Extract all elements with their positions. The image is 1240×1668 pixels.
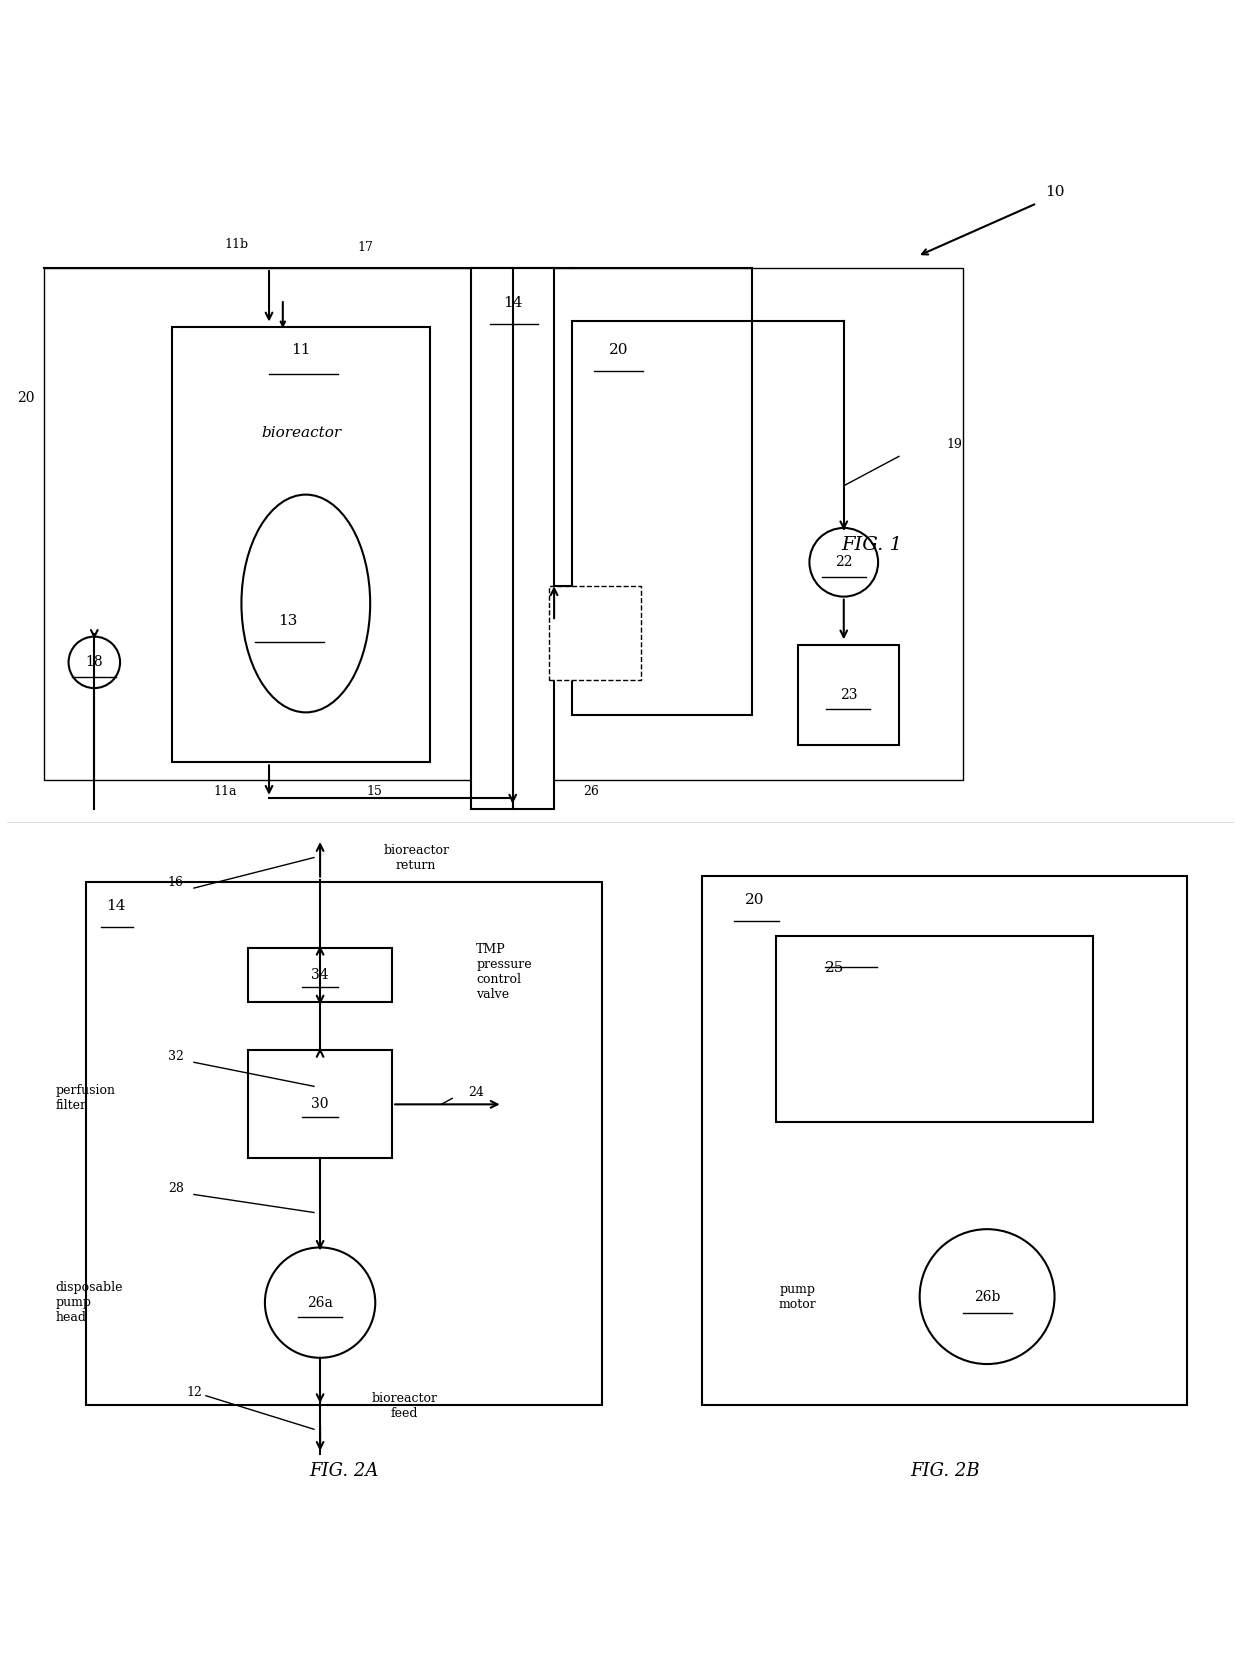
Text: 20: 20 [745, 892, 765, 907]
Text: 25: 25 [826, 961, 844, 974]
Text: 12: 12 [186, 1386, 202, 1399]
Text: bioreactor: bioreactor [262, 425, 341, 440]
Text: bioreactor
return: bioreactor return [383, 844, 449, 872]
FancyBboxPatch shape [172, 327, 430, 762]
Text: 18: 18 [86, 656, 103, 669]
FancyBboxPatch shape [86, 882, 603, 1404]
FancyBboxPatch shape [702, 876, 1188, 1404]
Text: 32: 32 [167, 1049, 184, 1063]
Text: 19: 19 [946, 439, 962, 450]
Text: 13: 13 [278, 614, 298, 629]
Text: 24: 24 [469, 1086, 485, 1099]
Text: 17: 17 [357, 240, 373, 254]
Text: FIG. 2A: FIG. 2A [310, 1461, 378, 1480]
Text: perfusion
filter: perfusion filter [56, 1084, 115, 1113]
Text: 15: 15 [367, 786, 383, 799]
FancyBboxPatch shape [248, 947, 392, 1002]
FancyBboxPatch shape [43, 269, 963, 781]
Text: pump
motor: pump motor [779, 1283, 816, 1311]
Text: 11: 11 [291, 344, 311, 357]
Text: 30: 30 [311, 1098, 329, 1111]
Text: 11b: 11b [224, 239, 249, 250]
Text: 26b: 26b [973, 1289, 1001, 1304]
Text: 34: 34 [311, 967, 329, 982]
FancyBboxPatch shape [573, 320, 751, 716]
FancyBboxPatch shape [248, 1051, 392, 1159]
Text: disposable
pump
head: disposable pump head [56, 1281, 123, 1324]
Text: 11a: 11a [213, 786, 237, 799]
Text: 10: 10 [1045, 185, 1065, 198]
Text: 14: 14 [107, 899, 125, 912]
Text: 16: 16 [167, 876, 184, 889]
FancyBboxPatch shape [776, 936, 1092, 1123]
Text: 22: 22 [835, 555, 853, 569]
Text: 20: 20 [16, 390, 33, 405]
Text: bioreactor
feed: bioreactor feed [371, 1391, 438, 1419]
Text: 28: 28 [167, 1183, 184, 1194]
FancyBboxPatch shape [471, 269, 554, 809]
Text: 26a: 26a [308, 1296, 334, 1309]
Text: FIG. 1: FIG. 1 [841, 535, 901, 554]
Text: 14: 14 [503, 297, 522, 310]
Text: 20: 20 [609, 344, 629, 357]
Text: TMP
pressure
control
valve: TMP pressure control valve [476, 942, 532, 1001]
Text: 23: 23 [839, 687, 857, 702]
FancyBboxPatch shape [549, 585, 641, 681]
Text: FIG. 2B: FIG. 2B [910, 1461, 980, 1480]
FancyBboxPatch shape [797, 646, 899, 744]
Text: 26: 26 [583, 786, 599, 799]
